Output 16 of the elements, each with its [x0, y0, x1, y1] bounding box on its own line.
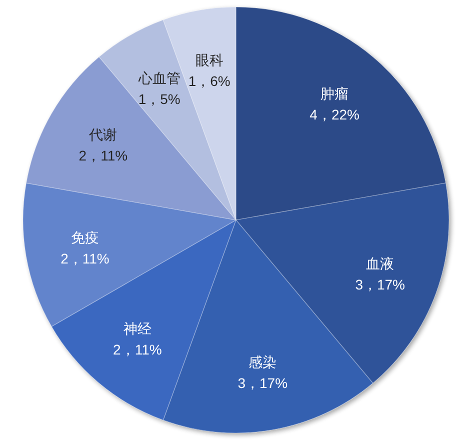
data-label: 2，11%	[78, 147, 128, 164]
data-label: 3，17%	[238, 375, 288, 392]
slice-label: 免疫	[70, 230, 99, 246]
slice-label: 感染	[248, 354, 277, 370]
data-label: 4，22%	[310, 106, 360, 123]
slice-label: 血液	[366, 255, 394, 272]
slice-label: 眼科	[195, 52, 224, 68]
data-label: 2，11%	[113, 341, 162, 358]
data-label: 3，17%	[355, 276, 406, 292]
data-label: 1，5%	[138, 91, 180, 108]
data-label: 1，6%	[188, 72, 230, 89]
slice-label: 代谢	[88, 126, 118, 142]
slice-label: 心血管	[137, 70, 180, 86]
slice-label: 神经	[123, 320, 152, 336]
data-label: 2，11%	[60, 250, 110, 267]
slice-label: 肿瘤	[320, 86, 349, 102]
